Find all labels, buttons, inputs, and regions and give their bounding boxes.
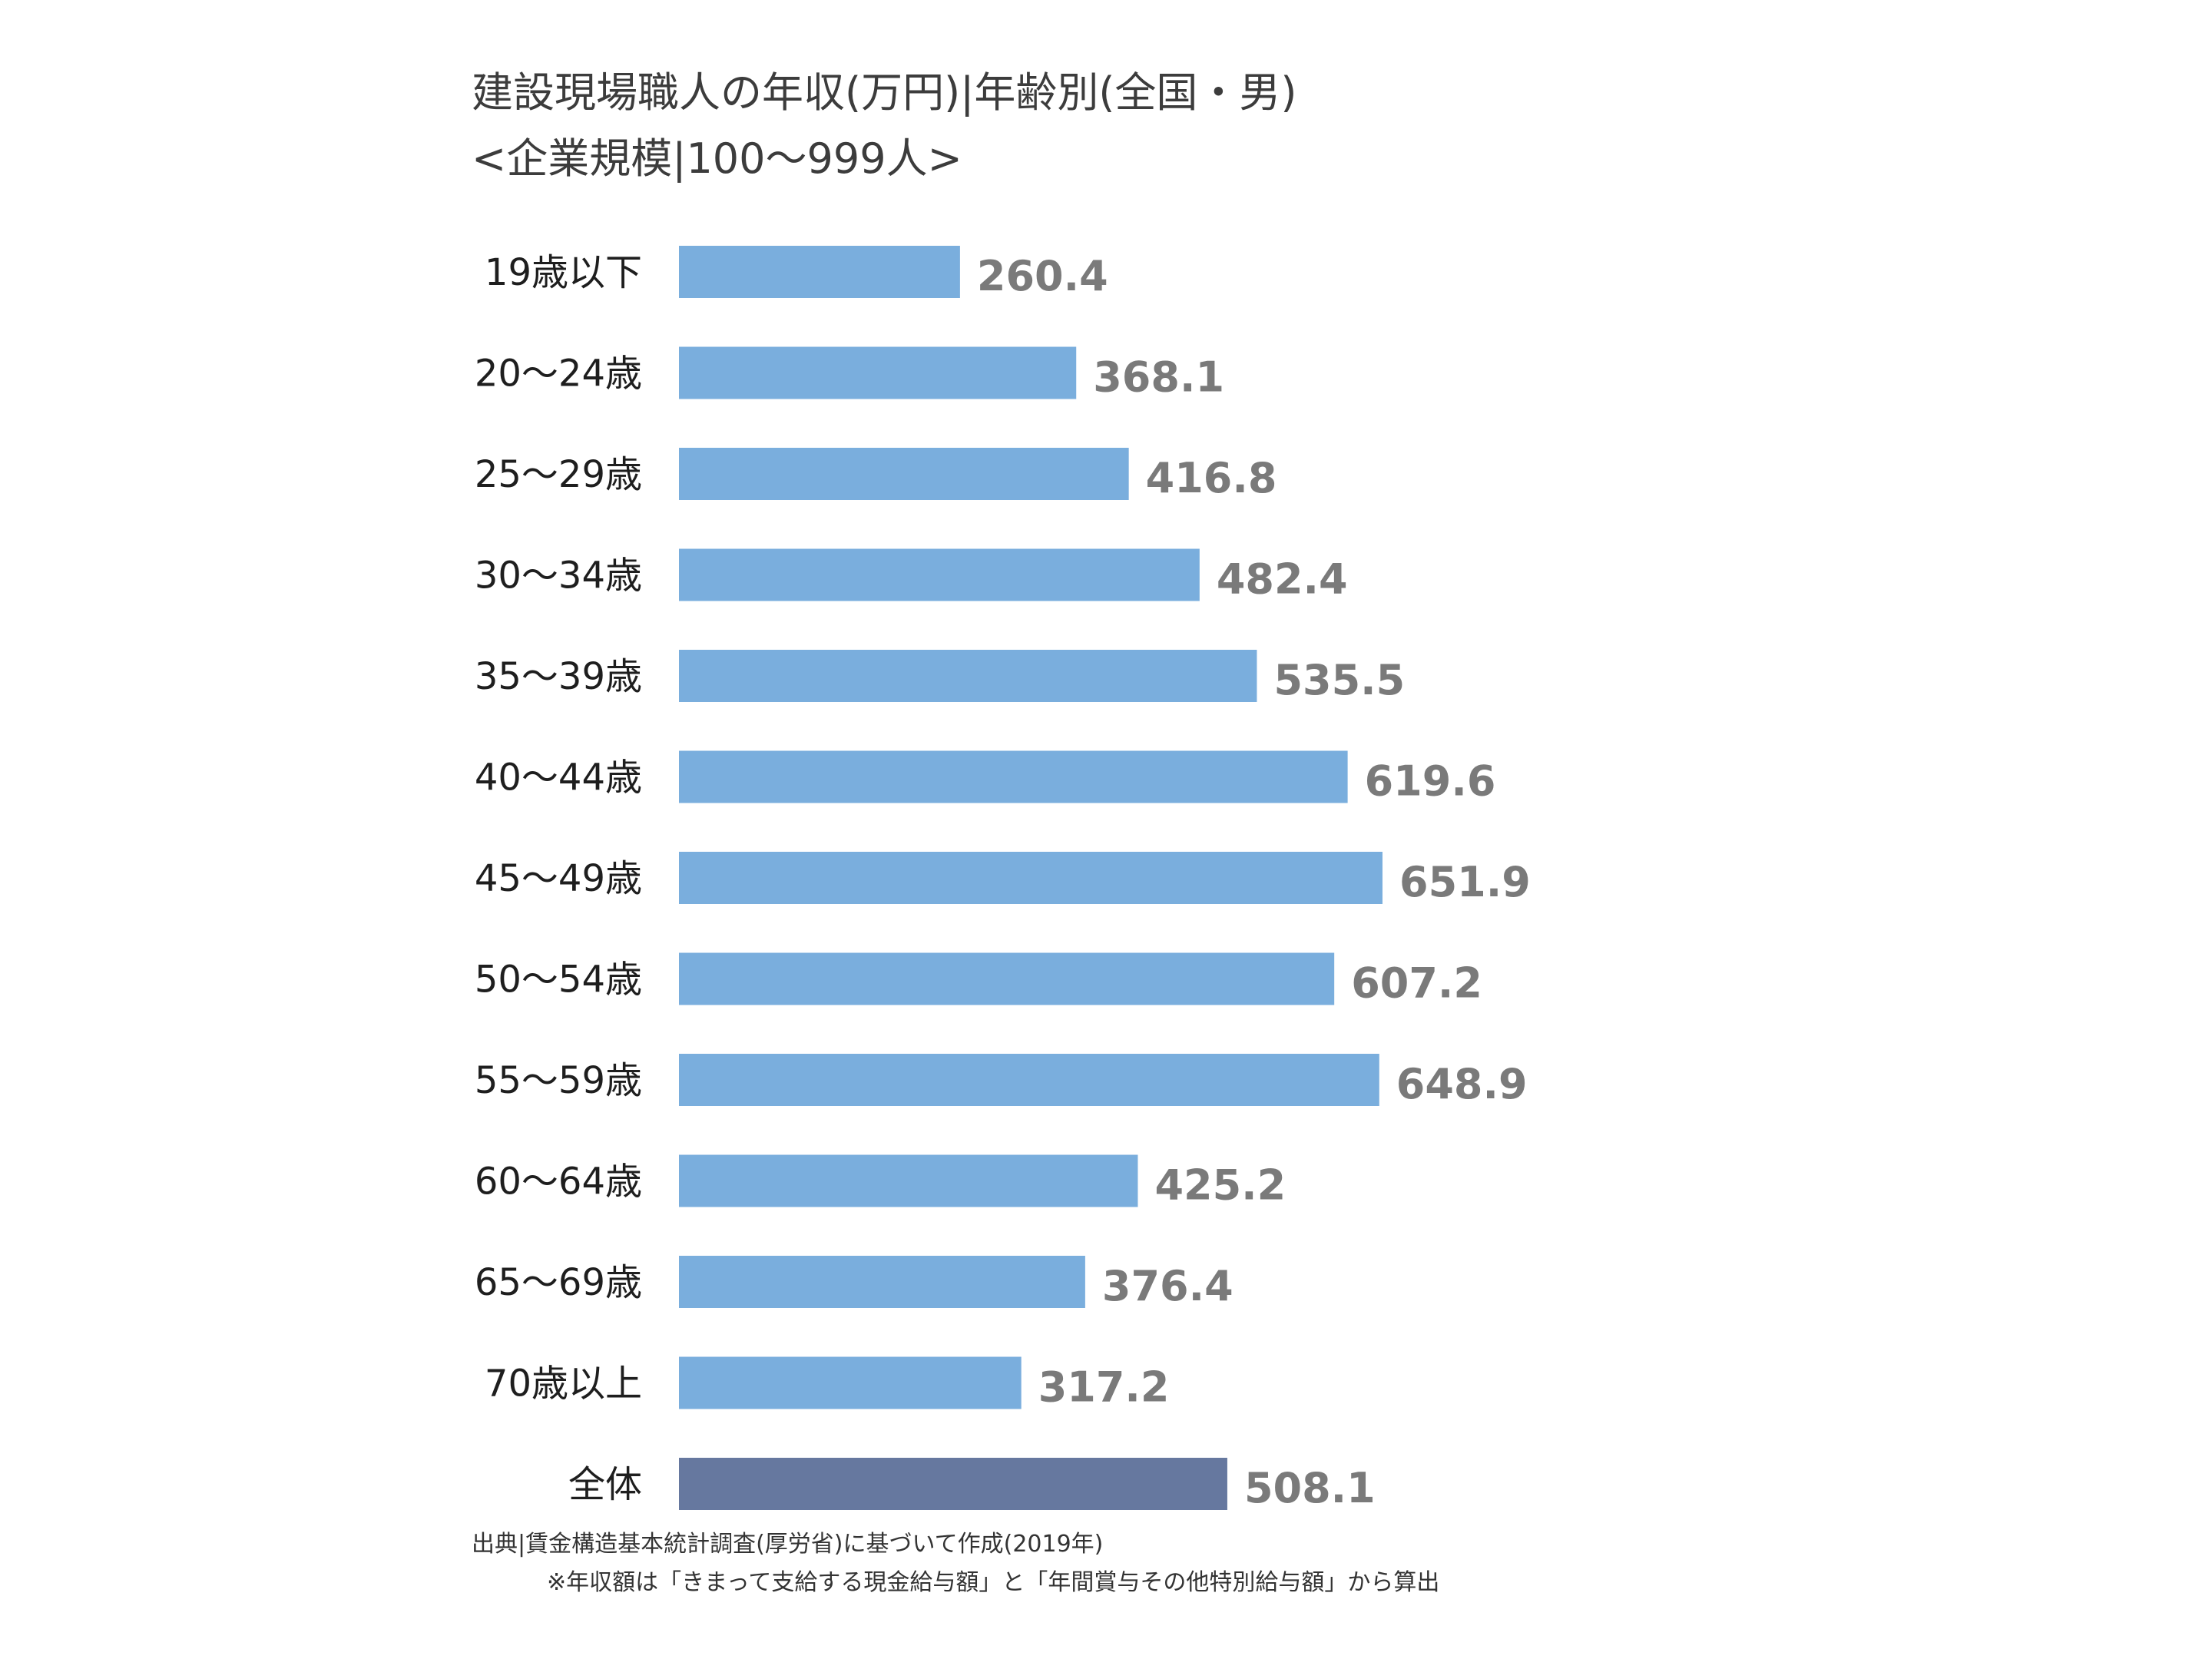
category-label-12: 全体	[568, 1463, 642, 1506]
value-label-8: 648.9	[1396, 1060, 1528, 1108]
bar-12	[679, 1458, 1227, 1510]
bar-10	[679, 1256, 1085, 1308]
value-label-11: 317.2	[1038, 1363, 1170, 1412]
footnote: ※年収額は「きまって支給する現金給与額」と「年間賞与その他特別給与額」から算出	[547, 1569, 1440, 1596]
bar-4	[679, 650, 1257, 702]
value-label-12: 508.1	[1244, 1464, 1376, 1512]
category-label-0: 19歳以下	[485, 251, 642, 294]
bar-6	[679, 852, 1382, 904]
bar-9	[679, 1154, 1138, 1207]
category-label-9: 60〜64歳	[475, 1161, 642, 1204]
category-label-10: 65〜69歳	[475, 1261, 642, 1304]
value-label-0: 260.4	[977, 252, 1108, 300]
value-label-3: 482.4	[1217, 555, 1348, 604]
bar-5	[679, 750, 1348, 803]
value-label-4: 535.5	[1273, 656, 1405, 704]
category-label-5: 40〜44歳	[475, 757, 642, 800]
bar-8	[679, 1054, 1379, 1106]
source-note: 出典|賃金構造基本統計調査(厚労省)に基づいて作成(2019年)	[472, 1531, 1104, 1558]
category-label-1: 20〜24歳	[475, 353, 642, 396]
bar-1	[679, 346, 1077, 399]
category-label-7: 50〜54歳	[475, 959, 642, 1002]
category-label-8: 55〜59歳	[475, 1059, 642, 1102]
category-label-6: 45〜49歳	[475, 857, 642, 900]
category-label-11: 70歳以上	[485, 1363, 642, 1406]
bar-2	[679, 448, 1129, 500]
value-label-7: 607.2	[1351, 959, 1482, 1008]
bar-11	[679, 1356, 1022, 1409]
chart-title: 建設現場職人の年収(万円)|年齢別(全国・男)	[472, 68, 1297, 117]
chart-subtitle: <企業規模|100〜999人>	[472, 134, 962, 183]
value-label-6: 651.9	[1399, 858, 1531, 906]
value-label-9: 425.2	[1154, 1161, 1286, 1210]
value-label-5: 619.6	[1365, 757, 1496, 806]
bar-3	[679, 548, 1200, 601]
value-label-10: 376.4	[1102, 1262, 1233, 1310]
category-label-4: 35〜39歳	[475, 655, 642, 698]
bar-0	[679, 246, 960, 298]
bar-7	[679, 952, 1335, 1005]
value-label-2: 416.8	[1146, 454, 1277, 502]
category-label-2: 25〜29歳	[475, 453, 642, 496]
value-label-1: 368.1	[1093, 353, 1224, 402]
category-label-3: 30〜34歳	[475, 555, 642, 598]
